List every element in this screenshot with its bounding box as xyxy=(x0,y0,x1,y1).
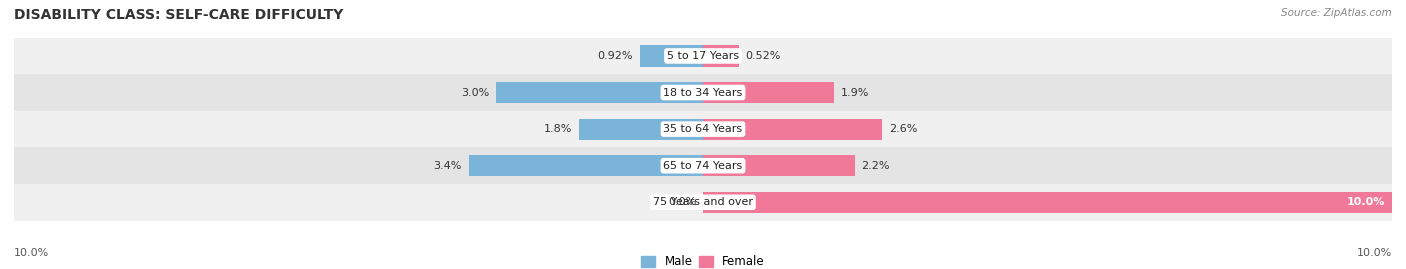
Text: DISABILITY CLASS: SELF-CARE DIFFICULTY: DISABILITY CLASS: SELF-CARE DIFFICULTY xyxy=(14,8,343,22)
Text: Source: ZipAtlas.com: Source: ZipAtlas.com xyxy=(1281,8,1392,18)
Bar xyxy=(703,119,882,140)
Text: 35 to 64 Years: 35 to 64 Years xyxy=(664,124,742,134)
Text: 1.8%: 1.8% xyxy=(544,124,572,134)
Text: 0.0%: 0.0% xyxy=(668,197,696,207)
Bar xyxy=(579,119,703,140)
Bar xyxy=(468,155,703,176)
Legend: Male, Female: Male, Female xyxy=(637,251,769,269)
Text: 0.92%: 0.92% xyxy=(598,51,633,61)
Text: 3.4%: 3.4% xyxy=(433,161,461,171)
Bar xyxy=(14,74,1392,111)
Text: 10.0%: 10.0% xyxy=(1347,197,1385,207)
Bar xyxy=(14,111,1392,147)
Text: 0.52%: 0.52% xyxy=(745,51,782,61)
Text: 75 Years and over: 75 Years and over xyxy=(652,197,754,207)
Text: 10.0%: 10.0% xyxy=(1357,248,1392,258)
Text: 2.2%: 2.2% xyxy=(862,161,890,171)
Bar xyxy=(14,38,1392,74)
Bar xyxy=(703,192,1392,213)
Text: 2.6%: 2.6% xyxy=(889,124,917,134)
Text: 10.0%: 10.0% xyxy=(14,248,49,258)
Text: 5 to 17 Years: 5 to 17 Years xyxy=(666,51,740,61)
Text: 18 to 34 Years: 18 to 34 Years xyxy=(664,87,742,98)
Text: 65 to 74 Years: 65 to 74 Years xyxy=(664,161,742,171)
Bar xyxy=(703,155,855,176)
Text: 3.0%: 3.0% xyxy=(461,87,489,98)
Bar xyxy=(496,82,703,103)
Bar xyxy=(14,184,1392,221)
Text: 1.9%: 1.9% xyxy=(841,87,869,98)
Bar xyxy=(14,147,1392,184)
Bar xyxy=(703,82,834,103)
Bar xyxy=(703,45,738,66)
Bar xyxy=(640,45,703,66)
